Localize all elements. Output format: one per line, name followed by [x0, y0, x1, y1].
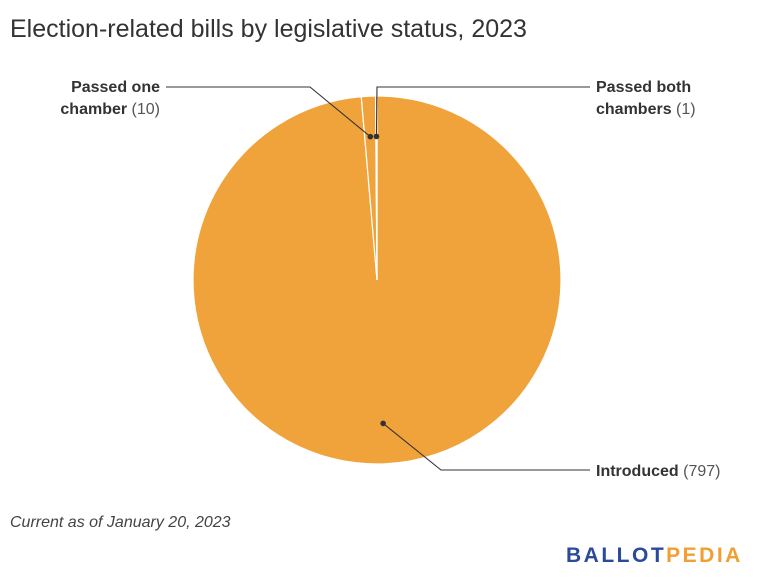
leader-line: [375, 86, 590, 137]
footnote: Current as of January 20, 2023: [10, 514, 231, 531]
slice-label-passed-one-chamber: Passed one chamber (10): [60, 79, 160, 118]
logo-part-ballot: BALLOT: [566, 544, 667, 567]
slice-label-passed-both-chambers: Passed both chambers (1): [596, 79, 696, 118]
slice-label-introduced: Introduced (797): [596, 463, 720, 480]
leader-lines: [166, 86, 590, 471]
logo-part-pedia: PEDIA: [666, 544, 743, 567]
leader-line: [382, 422, 590, 471]
slice-labels: Introduced (797) Passed one chamber (10) Pa…: [60, 79, 720, 480]
ballotpedia-logo: BALLOTPEDIA: [566, 544, 743, 568]
chart-title: Election-related bills by legislative st…: [10, 15, 527, 43]
pie-slices: [192, 95, 562, 465]
leader-line: [166, 86, 371, 138]
